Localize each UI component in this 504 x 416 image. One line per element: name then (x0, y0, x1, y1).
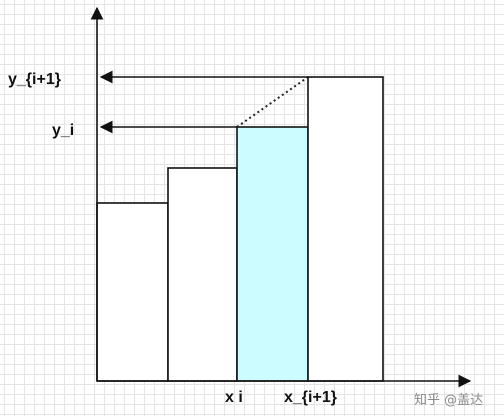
x-right-label: x_{i+1} (284, 389, 337, 406)
y-lower-label: y_i (52, 122, 74, 139)
slope-dotted-line (236, 76, 309, 128)
bar-3-highlighted (236, 126, 309, 382)
x-left-label: x i (225, 389, 243, 406)
bar-4 (307, 76, 384, 382)
watermark-text: 知乎 @盖达 (414, 392, 483, 408)
y-upper-label: y_{i+1} (8, 71, 61, 88)
bar-1 (96, 202, 169, 382)
bar-2 (167, 167, 238, 382)
